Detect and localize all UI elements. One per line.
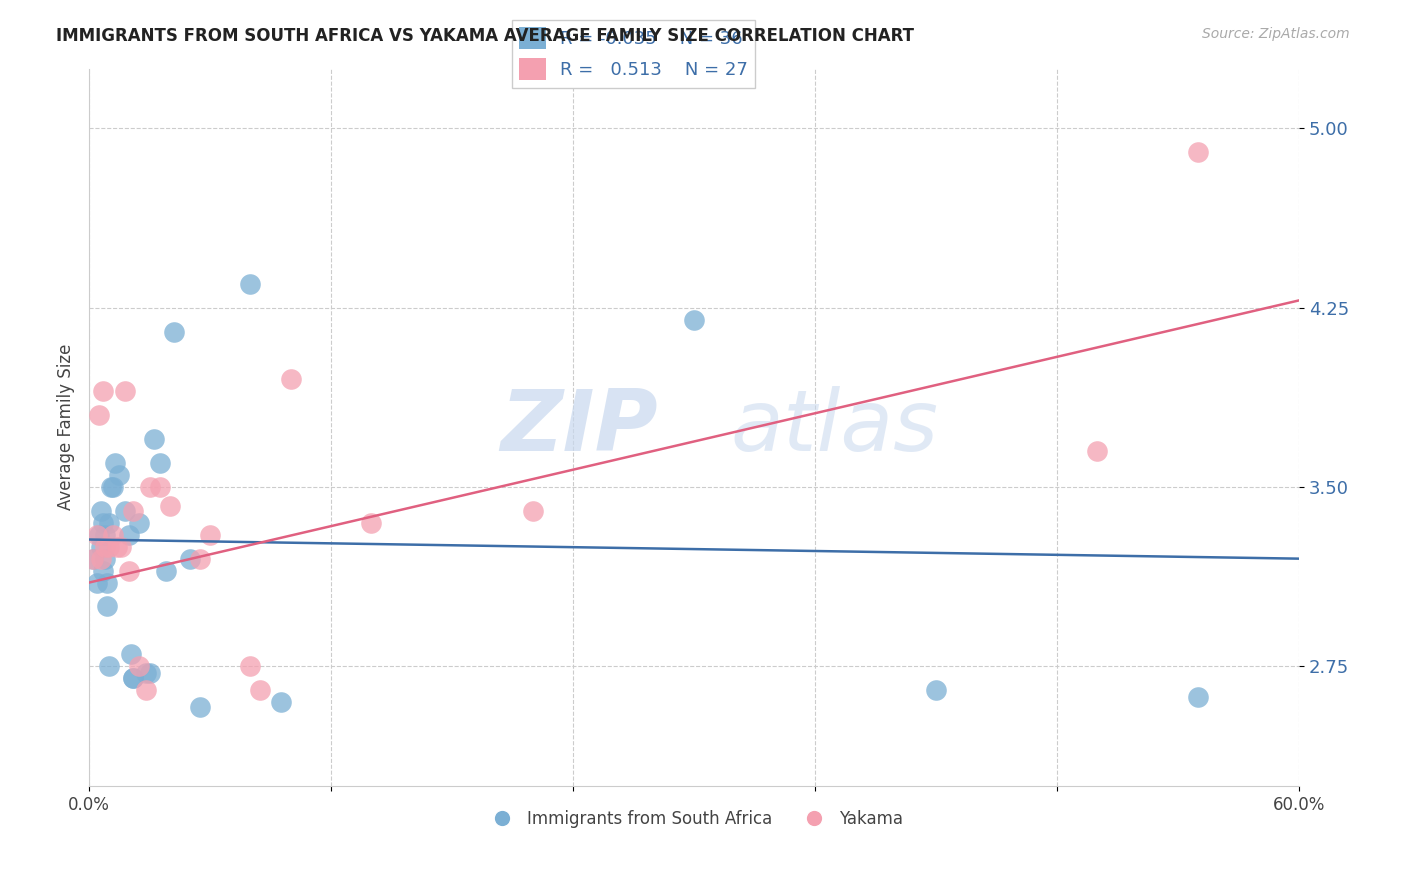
Point <box>155 564 177 578</box>
Point <box>118 527 141 541</box>
Point <box>159 499 181 513</box>
Point <box>522 504 544 518</box>
Point <box>103 527 125 541</box>
Point <box>90 504 112 518</box>
Point <box>90 540 112 554</box>
Point <box>239 659 262 673</box>
Point <box>142 432 165 446</box>
Point <box>91 384 114 399</box>
Point <box>94 527 117 541</box>
Point <box>96 575 118 590</box>
Point <box>1085 444 1108 458</box>
Point <box>120 648 142 662</box>
Point <box>89 408 111 422</box>
Point <box>360 516 382 530</box>
Point <box>179 551 201 566</box>
Point <box>94 551 117 566</box>
Legend: Immigrants from South Africa, Yakama: Immigrants from South Africa, Yakama <box>478 804 910 835</box>
Point <box>91 564 114 578</box>
Point <box>149 456 172 470</box>
Point <box>89 527 111 541</box>
Point <box>198 527 221 541</box>
Point <box>108 467 131 482</box>
Point <box>249 683 271 698</box>
Point <box>96 599 118 614</box>
Text: atlas: atlas <box>730 385 938 468</box>
Point <box>138 480 160 494</box>
Point <box>135 666 157 681</box>
Point <box>86 575 108 590</box>
Point <box>128 516 150 530</box>
Point <box>163 325 186 339</box>
Text: Source: ZipAtlas.com: Source: ZipAtlas.com <box>1202 27 1350 41</box>
Point <box>149 480 172 494</box>
Point <box>925 683 948 698</box>
Point <box>110 540 132 554</box>
Point <box>86 527 108 541</box>
Point <box>105 540 128 554</box>
Point <box>90 551 112 566</box>
Point <box>270 695 292 709</box>
Point <box>118 564 141 578</box>
Point <box>98 540 121 554</box>
Point <box>82 551 104 566</box>
Point <box>100 480 122 494</box>
Point <box>94 540 117 554</box>
Point <box>280 372 302 386</box>
Point <box>104 456 127 470</box>
Point <box>122 671 145 685</box>
Point <box>114 504 136 518</box>
Point <box>1187 690 1209 705</box>
Text: ZIP: ZIP <box>501 385 658 468</box>
Point <box>239 277 262 291</box>
Point <box>98 659 121 673</box>
Point <box>1187 145 1209 160</box>
Point <box>122 671 145 685</box>
Point <box>98 516 121 530</box>
Point <box>138 666 160 681</box>
Point <box>683 312 706 326</box>
Point <box>114 384 136 399</box>
Point <box>103 480 125 494</box>
Y-axis label: Average Family Size: Average Family Size <box>58 344 75 510</box>
Point <box>82 551 104 566</box>
Point <box>128 659 150 673</box>
Point <box>91 516 114 530</box>
Point <box>135 683 157 698</box>
Point <box>188 699 211 714</box>
Point <box>122 504 145 518</box>
Text: IMMIGRANTS FROM SOUTH AFRICA VS YAKAMA AVERAGE FAMILY SIZE CORRELATION CHART: IMMIGRANTS FROM SOUTH AFRICA VS YAKAMA A… <box>56 27 914 45</box>
Point <box>188 551 211 566</box>
